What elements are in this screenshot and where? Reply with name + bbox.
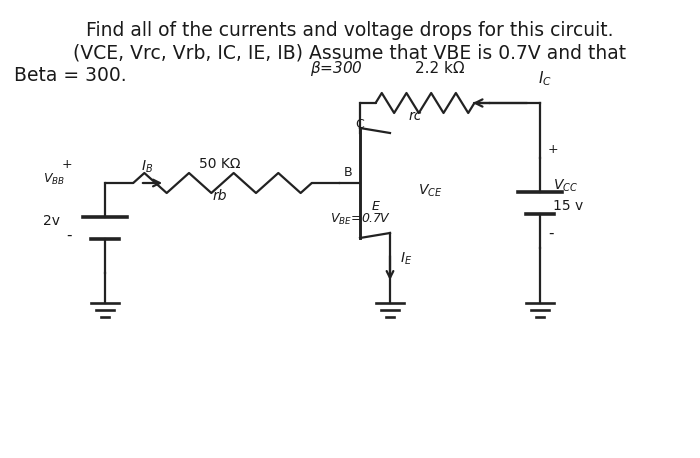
Text: V$_{BE}$=0.7V: V$_{BE}$=0.7V bbox=[330, 212, 391, 227]
Text: $I_C$: $I_C$ bbox=[538, 69, 552, 87]
Text: $I_B$: $I_B$ bbox=[141, 159, 153, 175]
Text: +: + bbox=[548, 143, 559, 156]
Text: 50 KΩ: 50 KΩ bbox=[199, 157, 241, 171]
Text: -: - bbox=[66, 228, 72, 243]
Text: 2v: 2v bbox=[43, 214, 60, 228]
Text: Beta = 300.: Beta = 300. bbox=[14, 66, 127, 85]
Text: B: B bbox=[344, 166, 353, 179]
Text: V$_{CE}$: V$_{CE}$ bbox=[418, 183, 442, 199]
Text: E: E bbox=[372, 200, 380, 213]
Text: 2.2 kΩ: 2.2 kΩ bbox=[415, 61, 465, 76]
Text: -: - bbox=[548, 226, 554, 241]
Text: Find all of the currents and voltage drops for this circuit.: Find all of the currents and voltage dro… bbox=[86, 21, 614, 39]
Text: (VCE, Vrc, Vrb, IC, IE, IB) Assume that VBE is 0.7V and that: (VCE, Vrc, Vrb, IC, IE, IB) Assume that … bbox=[74, 44, 626, 62]
Text: rb: rb bbox=[213, 189, 228, 203]
Text: +: + bbox=[62, 158, 72, 171]
Text: V$_{CC}$: V$_{CC}$ bbox=[553, 178, 578, 194]
Text: rc: rc bbox=[408, 109, 421, 123]
Text: V$_{BB}$: V$_{BB}$ bbox=[43, 172, 65, 187]
Text: C: C bbox=[355, 118, 364, 131]
Text: $\beta$=300: $\beta$=300 bbox=[310, 59, 363, 78]
Text: $I_E$: $I_E$ bbox=[400, 251, 412, 267]
Text: 15 v: 15 v bbox=[553, 199, 583, 213]
